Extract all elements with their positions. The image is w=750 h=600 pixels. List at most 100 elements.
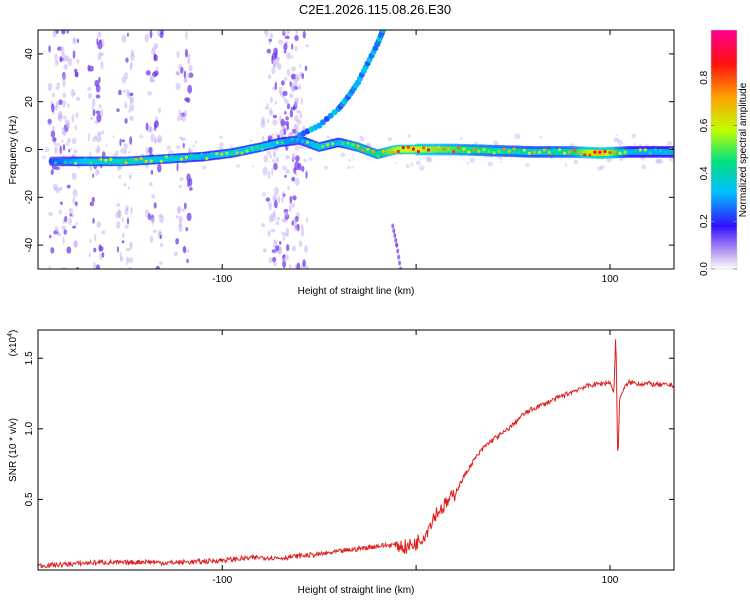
track-core: [210, 152, 214, 156]
noise-speck: [87, 132, 90, 142]
colorbar-tick-label: 0.8: [699, 70, 710, 84]
noise-speck: [273, 239, 278, 245]
noise-speck: [96, 221, 102, 228]
noise-speck: [118, 209, 122, 219]
track-core: [260, 147, 264, 151]
noise-speck: [92, 97, 96, 107]
noise-speck: [269, 32, 273, 40]
x-tick-label: 100: [602, 575, 619, 586]
track-core: [663, 150, 668, 155]
noise-speck: [177, 206, 180, 214]
colorbar-frame: [710, 29, 738, 270]
noise-speck: [347, 166, 351, 170]
track-core: [568, 150, 572, 154]
y-tick-label: -40: [24, 237, 35, 252]
noise-speck: [340, 152, 346, 158]
noise-speck: [187, 84, 193, 94]
noise-speck: [176, 50, 180, 58]
noise-speck: [278, 39, 283, 45]
noise-speck: [75, 221, 78, 226]
noise-speck: [262, 192, 266, 197]
noise-speck: [281, 231, 286, 236]
noise-speck: [98, 104, 102, 109]
noise-speck: [262, 248, 267, 253]
noise-speck: [63, 64, 68, 70]
noise-speck: [261, 223, 265, 228]
noise-speck: [92, 262, 97, 269]
noise-speck: [50, 130, 56, 138]
noise-speck: [178, 223, 183, 232]
noise-speck: [178, 215, 183, 224]
colorbar-gradient: [711, 30, 737, 269]
track-core: [74, 161, 78, 165]
noise-speck: [153, 202, 157, 209]
lower-branch-mark: [399, 266, 403, 269]
colorbar: 0.0 0.2 0.4 0.6 0.8 Normalized spectral ampl…: [699, 29, 749, 276]
noise-speck: [176, 162, 179, 172]
spectrogram-y-ticks: -40 -20 0 20 40: [24, 48, 674, 252]
track-core: [149, 159, 153, 163]
track-core: [492, 151, 496, 155]
noise-speck: [62, 115, 67, 120]
track-core: [280, 141, 284, 145]
noise-speck: [97, 31, 102, 38]
noise-speck: [128, 151, 132, 154]
lower-branch-mark: [391, 223, 395, 229]
track-core: [321, 144, 325, 149]
noise-speck: [282, 165, 287, 171]
noise-speck: [283, 50, 287, 54]
noise-speck: [419, 165, 425, 171]
noise-speck: [65, 55, 70, 62]
snr-panel: -100 100 0.5 1.0 1.5 Height of straight lin…: [7, 329, 675, 596]
noise-speck: [154, 136, 157, 145]
noise-speck: [121, 34, 127, 43]
track-core: [144, 159, 148, 163]
noise-speck: [275, 132, 278, 137]
track-core: [215, 152, 219, 156]
track-core: [608, 151, 612, 155]
noise-speck: [149, 235, 154, 243]
noise-speck: [72, 196, 76, 205]
noise-speck: [284, 211, 288, 218]
noise-speck: [268, 40, 271, 45]
noise-speck: [186, 249, 190, 253]
noise-speck: [236, 164, 240, 168]
noise-speck: [308, 157, 313, 162]
noise-speck: [96, 145, 101, 152]
noise-speck: [95, 94, 101, 99]
noise-speck: [283, 235, 286, 242]
noise-speck: [153, 54, 158, 62]
track-core: [200, 152, 204, 156]
noise-speck: [291, 66, 296, 72]
noise-speck: [94, 233, 97, 243]
track-core: [452, 150, 456, 154]
track-core: [179, 157, 184, 161]
noise-speck: [128, 266, 132, 269]
noise-speck: [126, 217, 130, 225]
noise-speck: [294, 124, 299, 130]
track-core: [346, 141, 350, 145]
noise-speck: [158, 107, 162, 114]
track-core: [366, 147, 370, 151]
noise-speck: [285, 116, 289, 121]
noise-speck: [52, 137, 57, 142]
track-core: [633, 149, 637, 153]
noise-speck: [218, 145, 224, 151]
noise-speck: [60, 45, 65, 55]
noise-speck: [71, 88, 75, 98]
track-core: [174, 157, 178, 161]
noise-speck: [150, 217, 155, 223]
noise-speck: [67, 137, 71, 144]
noise-speck: [270, 109, 274, 116]
noise-speck: [186, 73, 191, 79]
track-core: [184, 155, 189, 159]
track-core: [426, 148, 431, 152]
noise-speck: [274, 101, 277, 105]
noise-speck: [179, 177, 184, 182]
noise-speck: [124, 207, 129, 216]
colorbar-tick-label: 0.4: [699, 166, 710, 180]
noise-speck: [617, 140, 624, 146]
noise-speck: [293, 104, 295, 111]
noise-speck: [98, 76, 101, 84]
snr-x-ticks: -100 100: [212, 330, 619, 586]
